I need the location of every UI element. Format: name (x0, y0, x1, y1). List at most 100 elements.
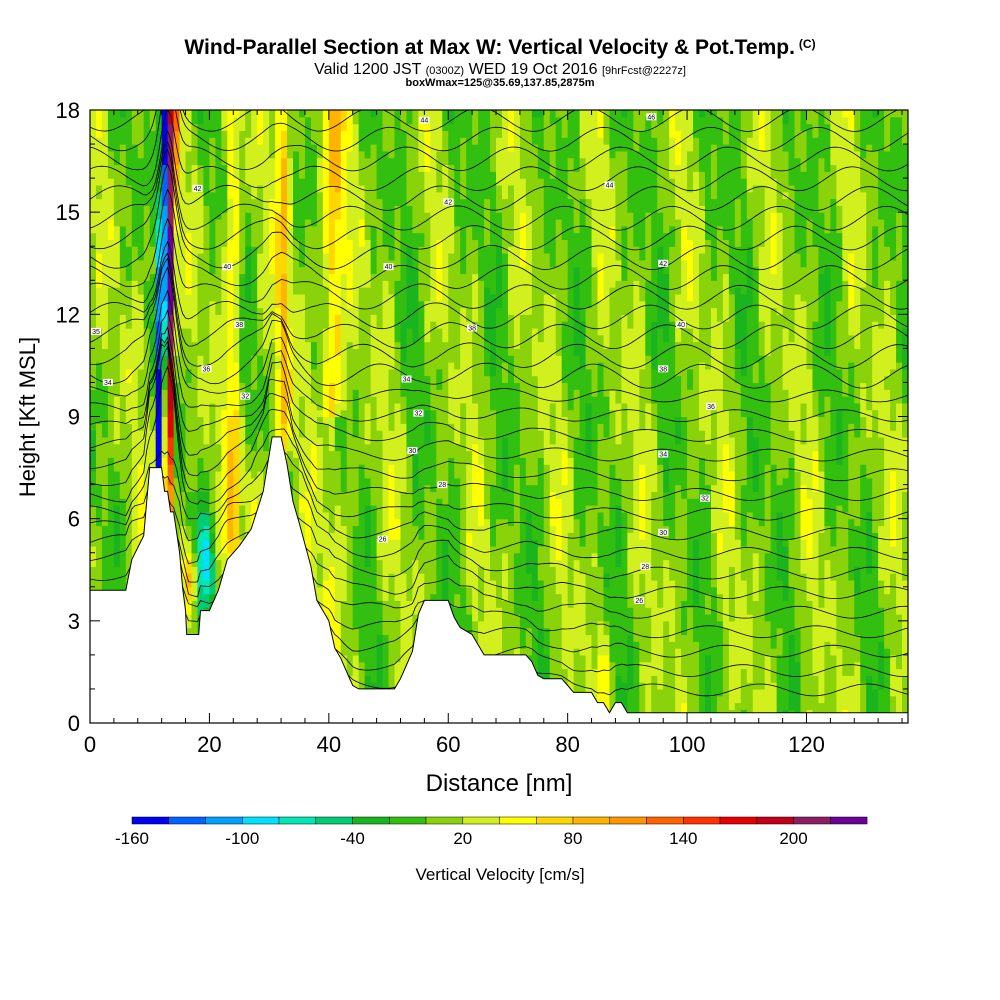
velocity-cell (281, 362, 288, 370)
velocity-cell (406, 164, 414, 172)
velocity-cell (125, 300, 133, 309)
velocity-cell (346, 436, 354, 445)
velocity-cell (275, 137, 282, 145)
velocity-cell (310, 525, 318, 533)
velocity-cell (310, 259, 318, 268)
velocity-cell (90, 314, 97, 322)
velocity-cell (340, 559, 348, 567)
velocity-cell (155, 259, 163, 268)
velocity-cell (394, 511, 402, 520)
velocity-cell (364, 525, 372, 533)
velocity-cell (370, 314, 378, 322)
velocity-cell (382, 246, 390, 254)
velocity-cell (263, 144, 270, 152)
velocity-cell (197, 137, 205, 145)
velocity-cell (203, 150, 211, 159)
velocity-cell (215, 184, 222, 193)
velocity-cell (203, 375, 211, 384)
velocity-cell (185, 232, 193, 241)
velocity-cell (328, 198, 336, 206)
velocity-cell (322, 362, 330, 370)
velocity-cell (95, 314, 103, 322)
velocity-cell (149, 232, 157, 241)
velocity-cell (107, 518, 115, 527)
velocity-cell (400, 525, 408, 533)
velocity-cell (191, 430, 199, 438)
velocity-cell (394, 573, 402, 581)
velocity-cell (113, 375, 121, 384)
velocity-cell (239, 232, 246, 241)
velocity-cell (131, 477, 139, 486)
velocity-cell (412, 430, 419, 438)
velocity-cell (167, 443, 175, 452)
velocity-cell (155, 457, 163, 465)
velocity-cell (406, 191, 414, 200)
velocity-cell (388, 552, 396, 561)
velocity-cell (304, 409, 312, 418)
velocity-cell (137, 164, 145, 172)
velocity-cell (370, 559, 378, 567)
velocity-cell (400, 212, 408, 220)
velocity-cell (90, 573, 97, 581)
velocity-cell (215, 137, 222, 145)
velocity-cell (340, 477, 348, 486)
velocity-cell (149, 450, 157, 458)
velocity-cell (90, 532, 97, 540)
velocity-cell (412, 579, 419, 588)
velocity-cell (364, 191, 372, 200)
velocity-cell (340, 436, 348, 445)
velocity-cell (113, 205, 121, 213)
velocity-cell (370, 443, 378, 452)
velocity-cell (197, 600, 205, 608)
velocity-cell (412, 253, 419, 261)
velocity-cell (310, 368, 318, 377)
velocity-cell (101, 396, 109, 404)
velocity-cell (113, 300, 121, 309)
velocity-cell (125, 518, 133, 527)
velocity-cell (275, 334, 282, 343)
velocity-cell (209, 436, 216, 445)
velocity-cell (287, 273, 294, 281)
velocity-cell (161, 212, 169, 220)
velocity-cell (364, 307, 372, 315)
velocity-cell (358, 491, 366, 499)
velocity-cell (358, 505, 366, 513)
velocity-cell (251, 450, 258, 458)
velocity-cell (400, 368, 408, 377)
velocity-cell (340, 402, 348, 411)
velocity-cell (251, 382, 258, 390)
velocity-cell (209, 191, 216, 200)
velocity-cell (304, 348, 312, 356)
velocity-cell (197, 348, 205, 356)
velocity-cell (346, 416, 354, 424)
velocity-cell (400, 300, 408, 309)
velocity-cell (209, 314, 216, 322)
velocity-cell (95, 457, 103, 465)
velocity-cell (239, 300, 246, 309)
velocity-cell (233, 450, 240, 458)
velocity-cell (95, 110, 103, 118)
velocity-cell (358, 470, 366, 479)
velocity-cell (209, 470, 216, 479)
velocity-cell (185, 239, 193, 247)
velocity-cell (113, 566, 121, 574)
velocity-cell (316, 232, 324, 241)
velocity-cell (316, 293, 324, 302)
velocity-cell (209, 552, 216, 561)
velocity-cell (233, 246, 240, 254)
velocity-cell (275, 178, 282, 186)
velocity-cell (376, 675, 384, 683)
velocity-cell (376, 259, 384, 268)
velocity-cell (364, 327, 372, 336)
velocity-cell (358, 402, 366, 411)
velocity-cell (340, 205, 348, 213)
velocity-cell (245, 464, 252, 472)
velocity-cell (418, 436, 425, 445)
velocity-cell (370, 123, 378, 132)
velocity-cell (185, 110, 193, 118)
velocity-cell (298, 477, 306, 486)
velocity-cell (364, 423, 372, 431)
velocity-cell (185, 246, 193, 254)
velocity-cell (125, 375, 133, 384)
velocity-cell (358, 171, 366, 179)
